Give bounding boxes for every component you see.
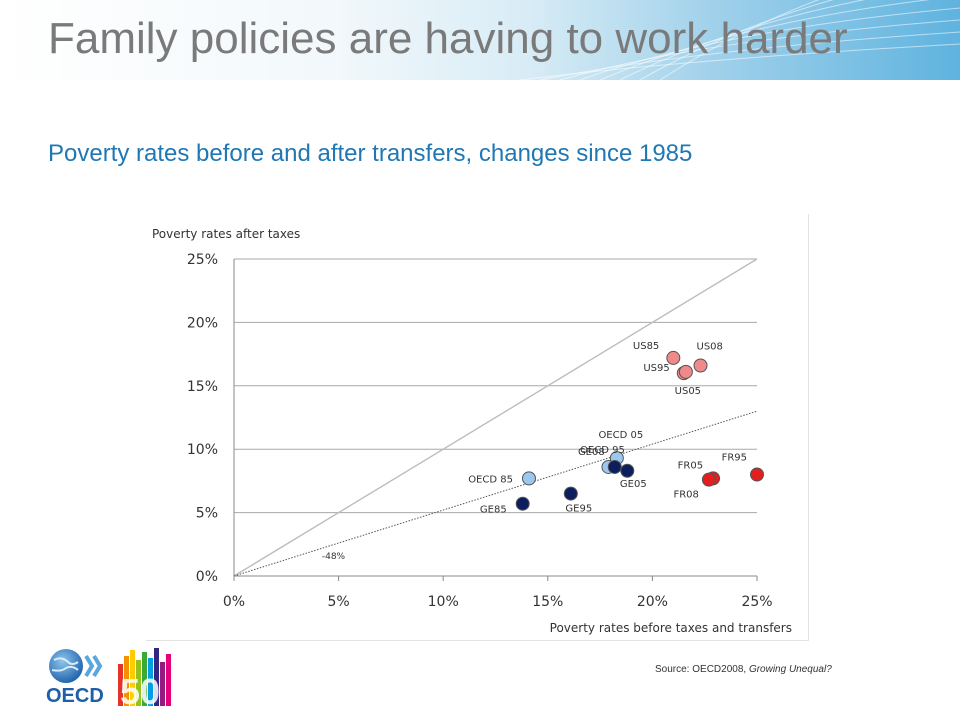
header-wave-decoration [519,0,960,80]
y-tick-label: 0% [196,569,218,585]
y-tick-label: 25% [187,252,218,268]
source-publication: Growing Unequal? [748,664,832,675]
reduction-label: -48% [322,552,346,562]
y-tick-label: 20% [187,315,218,331]
data-point-us05 [678,364,693,379]
data-point-ge95 [563,486,578,501]
point-label: OECD 95 [580,445,625,456]
oecd-50-logo-mark: OECD 50 [46,648,171,712]
anniversary-number: 50 [120,671,160,708]
data-point-us85 [666,350,681,365]
source-note: Source: OECD2008, Growing Unequal? [655,664,832,675]
y-tick-label: 5% [196,506,218,522]
data-point-oecd-85 [521,471,536,486]
data-point-us08 [693,358,708,373]
header-banner [0,0,960,80]
data-point-ge08 [607,459,622,474]
globe-icon [49,649,83,683]
data-point-ge05 [620,463,635,478]
x-tick-label: 25% [741,594,772,610]
reduction-reference-line [233,410,758,577]
source-prefix: Source: OECD2008, [655,664,749,675]
point-label: FR05 [678,460,703,471]
y-tick-label: 15% [187,379,218,395]
data-point-fr95 [750,467,764,482]
point-label: FR95 [722,453,747,464]
point-label: GE85 [480,505,507,516]
equality-reference-line [233,258,758,577]
point-label: GE05 [620,479,647,490]
point-label: US05 [675,386,701,397]
y-axis-label: Poverty rates after taxes [152,227,300,241]
point-label: OECD 05 [598,430,643,441]
x-tick-label: 0% [223,594,245,610]
point-label: FR08 [673,490,698,501]
point-label: US85 [633,341,659,352]
data-point-ge85 [515,496,530,511]
data-point-fr08 [701,472,716,487]
point-label: GE95 [565,504,592,515]
x-tick-label: 5% [327,594,349,610]
point-label: US08 [697,342,723,353]
point-label: OECD 85 [468,474,513,485]
x-tick-label: 20% [637,594,668,610]
chart-panel: Poverty rates after taxes Poverty rates … [146,214,809,641]
oecd-logo: OECD 50 [40,646,180,713]
anniversary-bars [118,648,171,706]
slide-title: Family policies are having to work harde… [48,14,848,63]
logo-wordmark: OECD [46,685,104,707]
point-label: US95 [643,363,669,374]
slide-subtitle: Poverty rates before and after transfers… [48,140,693,167]
x-tick-label: 15% [532,594,563,610]
x-tick-label: 10% [428,594,459,610]
y-tick-label: 10% [187,442,218,458]
point-label: GE08 [578,447,605,458]
scatter-chart: Poverty rates after taxes Poverty rates … [152,227,792,635]
x-axis-label: Poverty rates before taxes and transfers [550,621,792,635]
